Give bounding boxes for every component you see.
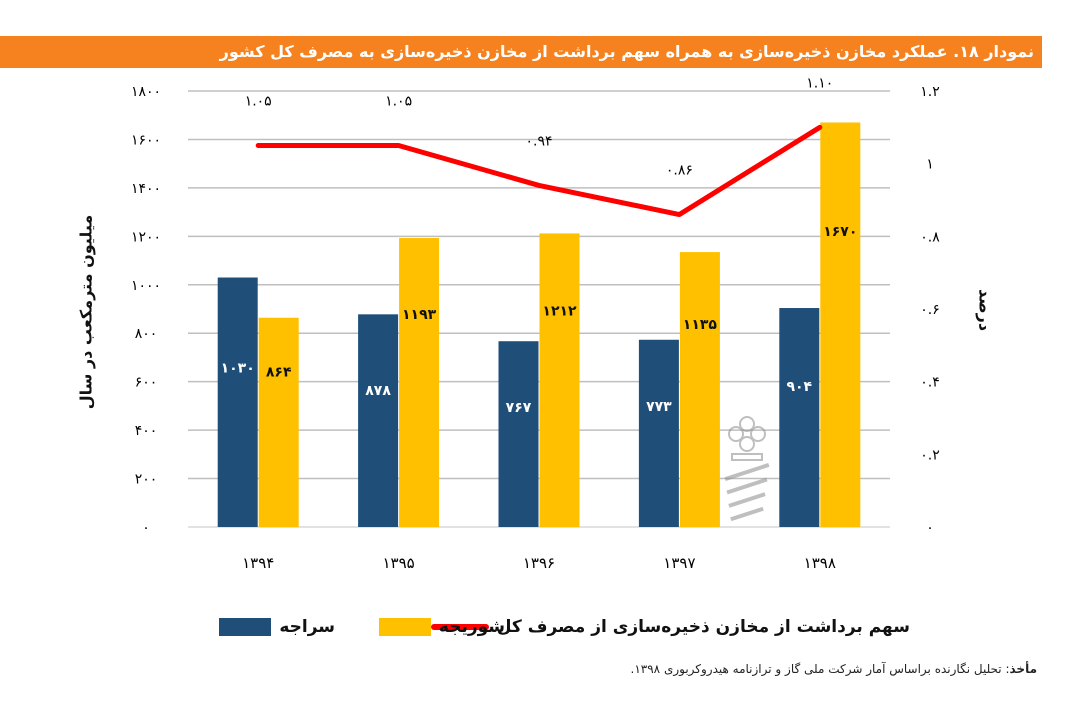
bar-value-label: ۸۶۴ [266, 364, 292, 380]
y-axis-label-left: میلیون مترمکعب در سال [76, 214, 96, 410]
right-axis-ticks: ۰ ۰.۲ ۰.۴ ۰.۶ ۰.۸ ۱ ۱.۲ [920, 84, 940, 536]
left-axis-ticks: ۰ ۲۰۰ ۴۰۰ ۶۰۰ ۸۰۰ ۱۰۰۰ ۱۲۰۰ ۱۴۰۰ ۱۶۰۰ ۱۸۰۰ [131, 84, 161, 536]
bars [217, 122, 861, 528]
source-note: مأخذ: تحلیل نگارنده براساس آمار شرکت ملی… [631, 662, 1037, 676]
bar-value-label: ۸۷۸ [365, 383, 391, 399]
y-right-tick-label: ۰.۸ [920, 229, 940, 245]
bar-value-label: ۱۶۷۰ [823, 224, 857, 240]
legend-item-share: سهم برداشت از مخازن ذخیره‌سازی از مصرف ک… [430, 612, 910, 642]
y-right-tick-label: ۱ [926, 157, 934, 173]
share-value-label: ۱.۰۵ [385, 94, 412, 110]
x-tick-label: ۱۳۹۴ [242, 554, 274, 572]
legend: سهم برداشت از مخازن ذخیره‌سازی از مصرف ک… [160, 612, 910, 642]
y-tick-label: ۱۴۰۰ [131, 181, 161, 197]
y-tick-label: ۸۰۰ [135, 326, 158, 342]
y-right-tick-label: ۰.۴ [920, 375, 940, 391]
bar-value-label: ۱۲۱۲ [542, 304, 577, 320]
source-label: مأخذ [1009, 662, 1037, 676]
bar-shurijeh [539, 233, 580, 527]
x-tick-label: ۱۳۹۸ [804, 554, 836, 572]
legend-swatch-sarajeh [219, 618, 272, 636]
legend-swatch-share [430, 624, 489, 630]
y-right-tick-label: ۰.۲ [920, 447, 940, 463]
legend-item-sarajeh: سراجه [219, 612, 335, 642]
bar-value-labels: ۱۰۳۰ ۸۶۴ ۸۷۸ ۱۱۹۳ ۷۶۷ ۱۲۱۲ ۷۷۳ ۱۱۳۵ ۹۰۴ ۱۶۷۰ [221, 224, 858, 416]
bar-value-label: ۱۰۳۰ [221, 360, 255, 376]
y-tick-label: ۱۶۰۰ [131, 132, 161, 148]
y-tick-label: ۱۲۰۰ [131, 229, 161, 245]
bar-value-label: ۷۷۳ [646, 399, 672, 415]
share-value-label: ۰.۸۶ [666, 163, 693, 179]
legend-swatch-shurijeh [378, 618, 431, 636]
source-text: : تحلیل نگارنده براساس آمار شرکت ملی گاز… [630, 662, 1010, 676]
y-tick-label: ۱۰۰۰ [131, 278, 161, 294]
x-tick-label: ۱۳۹۵ [382, 554, 414, 572]
x-tick-label: ۱۳۹۶ [523, 554, 555, 572]
share-value-label: ۰.۹۴ [525, 133, 552, 149]
bar-sarajeh [358, 314, 399, 527]
grid-lines [188, 90, 890, 528]
bar-shurijeh [399, 238, 440, 528]
bar-sarajeh [217, 277, 258, 527]
y-axis-label-right: درصد [975, 288, 995, 332]
legend-label-sarajeh: سراجه [279, 617, 335, 637]
bar-shurijeh [820, 122, 861, 527]
legend-item-shurijeh: شوریجه [378, 612, 505, 642]
y-right-tick-label: ۰ [926, 520, 934, 536]
y-right-tick-label: ۱.۲ [920, 84, 940, 100]
legend-label-share: سهم برداشت از مخازن ذخیره‌سازی از مصرف ک… [496, 617, 910, 637]
bar-value-label: ۱۱۳۵ [683, 317, 718, 333]
bar-shurijeh [679, 252, 720, 528]
watermark-logo [724, 416, 770, 522]
bar-value-label: ۹۰۴ [786, 379, 812, 395]
share-value-label: ۱.۱۰ [806, 75, 833, 91]
bar-sarajeh [779, 308, 820, 527]
share-value-label: ۱.۰۵ [245, 94, 272, 110]
y-right-tick-label: ۰.۶ [920, 302, 940, 318]
chart-title: نمودار ۱۸. عملکرد مخازن ذخیره‌سازی به هم… [0, 36, 1042, 68]
chart-area: ۰ ۲۰۰ ۴۰۰ ۶۰۰ ۸۰۰ ۱۰۰۰ ۱۲۰۰ ۱۴۰۰ ۱۶۰۰ ۱۸۰۰ ۰ ۰.۲ ۰.… [131, 75, 940, 572]
y-tick-label: ۰ [142, 520, 150, 536]
y-tick-label: ۲۰۰ [135, 472, 158, 488]
y-tick-label: ۴۰۰ [135, 423, 158, 439]
bar-sarajeh [498, 341, 539, 527]
bar-sarajeh [638, 339, 679, 527]
share-series-line [255, 124, 823, 218]
x-tick-label: ۱۳۹۷ [663, 554, 695, 572]
share-line: ۱.۰۵ ۱.۰۵ ۰.۹۴ ۰.۸۶ ۱.۱۰ [245, 75, 833, 218]
bar-shurijeh [258, 317, 299, 527]
y-tick-label: ۶۰۰ [135, 375, 158, 391]
x-axis-ticks: ۱۳۹۴ ۱۳۹۵ ۱۳۹۶ ۱۳۹۷ ۱۳۹۸ [242, 554, 836, 572]
bar-value-label: ۷۶۷ [506, 400, 532, 416]
bar-value-label: ۱۱۹۳ [402, 307, 437, 323]
legend-label-shurijeh: شوریجه [438, 617, 505, 637]
y-tick-label: ۱۸۰۰ [131, 84, 161, 100]
